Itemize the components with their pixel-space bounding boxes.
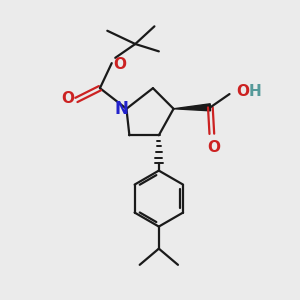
Text: O: O	[113, 57, 126, 72]
Text: O: O	[236, 84, 249, 99]
Text: O: O	[61, 91, 75, 106]
Text: N: N	[114, 100, 128, 118]
Polygon shape	[174, 104, 211, 111]
Text: H: H	[249, 84, 261, 99]
Text: O: O	[207, 140, 220, 155]
